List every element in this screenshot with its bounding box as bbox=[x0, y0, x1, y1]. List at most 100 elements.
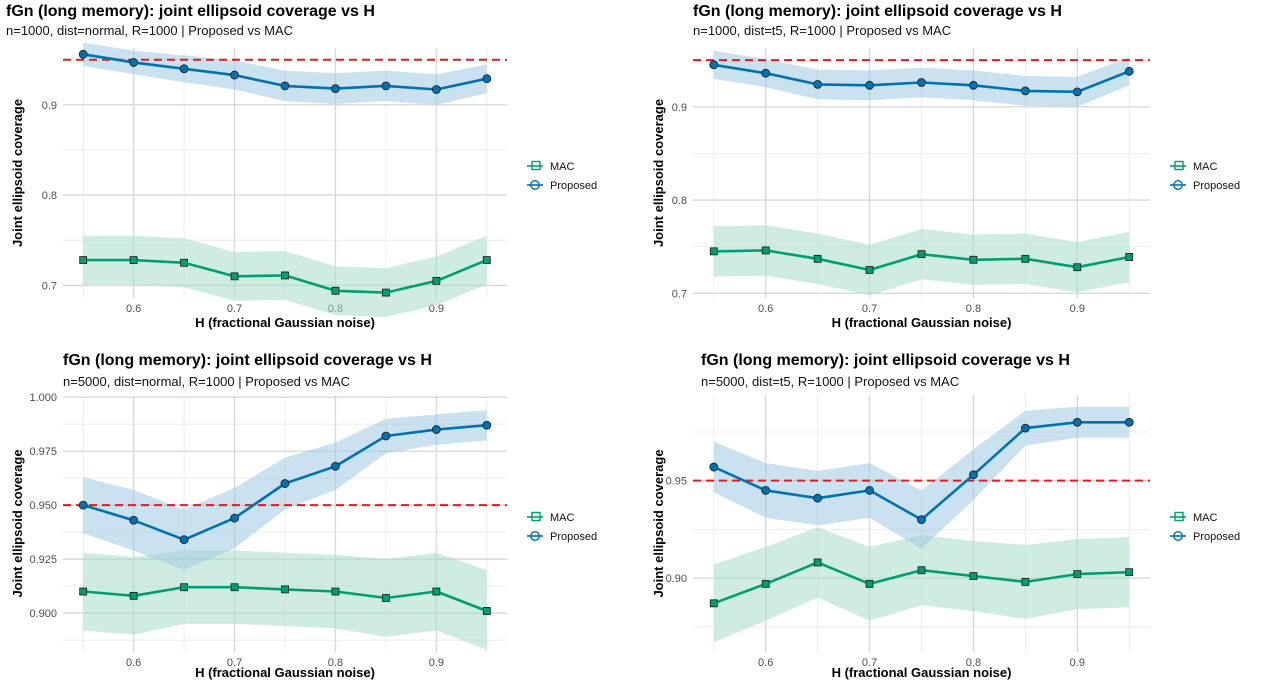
proposed-data-point bbox=[280, 479, 290, 488]
mac-data-point bbox=[1021, 254, 1030, 263]
x-tick-label: 0.8 bbox=[966, 303, 981, 315]
legend: MAC Proposed bbox=[1170, 160, 1240, 192]
mac-data-point bbox=[432, 587, 441, 596]
proposed-data-point bbox=[78, 49, 88, 59]
mac-data-point bbox=[482, 256, 491, 264]
legend-label: MAC bbox=[550, 161, 575, 173]
y-tick-label: 1.000 bbox=[29, 392, 57, 404]
proposed-data-point bbox=[482, 420, 492, 430]
y-tick-label: 0.8 bbox=[42, 190, 57, 202]
mac-data-point bbox=[382, 288, 390, 297]
x-tick-label: 0.7 bbox=[227, 303, 242, 315]
proposed-data-point bbox=[761, 486, 771, 495]
proposed-data-point bbox=[280, 81, 290, 91]
proposed-data-point bbox=[230, 70, 239, 80]
mac-data-point bbox=[1125, 568, 1134, 577]
proposed-data-point bbox=[1124, 417, 1134, 427]
mac-data-point bbox=[180, 583, 188, 592]
chart-panel-2: fGn (long memory): joint ellipsoid cover… bbox=[651, 3, 1240, 330]
y-tick-label: 0.8 bbox=[672, 195, 687, 207]
x-tick-label: 0.8 bbox=[328, 657, 343, 669]
proposed-legend-key-marker bbox=[530, 179, 541, 190]
legend-label: MAC bbox=[550, 512, 575, 524]
proposed-legend-key-marker bbox=[1172, 531, 1183, 542]
proposed-data-point bbox=[1072, 87, 1082, 97]
mac-data-point bbox=[79, 587, 88, 596]
mac-data-point bbox=[482, 607, 491, 615]
chart-subtitle: n=1000, dist=t5, R=1000 | Proposed vs MA… bbox=[693, 23, 951, 38]
mac-confidence-band bbox=[713, 225, 1130, 296]
y-axis-title: Joint ellipsoid coverage bbox=[10, 99, 25, 247]
legend-label: Proposed bbox=[1193, 531, 1240, 543]
mac-data-point bbox=[1021, 578, 1030, 586]
mac-data-point bbox=[281, 271, 289, 280]
mac-data-point bbox=[761, 246, 770, 255]
proposed-data-point bbox=[813, 79, 823, 89]
y-axis-title: Joint ellipsoid coverage bbox=[651, 449, 666, 597]
mac-data-point bbox=[129, 591, 138, 600]
chart-panel-4: fGn (long memory): joint ellipsoid cover… bbox=[651, 352, 1240, 680]
proposed-data-point bbox=[1124, 66, 1134, 76]
legend: MAC Proposed bbox=[1170, 511, 1240, 543]
x-axis-title: H (fractional Gaussian noise) bbox=[832, 315, 1012, 330]
mac-data-point bbox=[331, 587, 340, 596]
legend: MAC Proposed bbox=[527, 511, 597, 543]
mac-data-point bbox=[382, 594, 390, 602]
mac-data-point bbox=[230, 583, 239, 592]
mac-legend-key-marker bbox=[1174, 511, 1184, 522]
chart-subtitle: n=1000, dist=normal, R=1000 | Proposed v… bbox=[6, 23, 293, 38]
mac-data-point bbox=[709, 247, 718, 256]
x-tick-label: 0.6 bbox=[758, 657, 773, 669]
mac-data-point bbox=[969, 255, 978, 264]
proposed-data-point bbox=[431, 425, 441, 434]
proposed-data-point bbox=[431, 85, 441, 94]
y-tick-label: 0.95 bbox=[666, 476, 687, 488]
y-tick-label: 0.950 bbox=[29, 500, 57, 512]
x-tick-label: 0.6 bbox=[758, 303, 773, 315]
legend-label: MAC bbox=[1193, 161, 1218, 173]
legend: MAC Proposed bbox=[527, 160, 597, 192]
y-tick-label: 0.7 bbox=[42, 280, 57, 292]
mac-data-point bbox=[79, 256, 88, 264]
proposed-data-point bbox=[917, 515, 926, 525]
proposed-data-point bbox=[1020, 86, 1030, 96]
proposed-data-point bbox=[381, 431, 391, 441]
proposed-confidence-band bbox=[713, 406, 1130, 549]
proposed-data-point bbox=[381, 81, 391, 91]
proposed-data-point bbox=[179, 535, 189, 545]
mac-data-point bbox=[1073, 570, 1082, 579]
chart-panel-1: fGn (long memory): joint ellipsoid cover… bbox=[6, 3, 597, 330]
proposed-data-point bbox=[331, 461, 340, 471]
mac-data-point bbox=[281, 585, 289, 594]
proposed-data-point bbox=[482, 74, 492, 84]
y-tick-label: 0.90 bbox=[666, 573, 687, 585]
proposed-data-point bbox=[230, 513, 239, 523]
mac-data-point bbox=[331, 286, 340, 295]
legend-label: MAC bbox=[1193, 512, 1218, 524]
proposed-legend-key-marker bbox=[530, 531, 541, 542]
x-tick-label: 0.7 bbox=[862, 657, 877, 669]
mac-data-point bbox=[917, 250, 926, 259]
proposed-data-point bbox=[1072, 417, 1082, 427]
proposed-data-point bbox=[78, 500, 88, 510]
mac-confidence-band bbox=[713, 527, 1130, 643]
x-tick-label: 0.6 bbox=[126, 657, 141, 669]
proposed-data-point bbox=[709, 60, 719, 70]
x-tick-label: 0.9 bbox=[429, 657, 444, 669]
mac-data-point bbox=[129, 256, 138, 264]
mac-legend-key-marker bbox=[531, 160, 541, 171]
y-tick-label: 0.9 bbox=[42, 100, 57, 112]
mac-data-point bbox=[969, 572, 978, 580]
mac-data-point bbox=[180, 258, 188, 267]
x-tick-label: 0.8 bbox=[966, 657, 981, 669]
proposed-data-point bbox=[917, 78, 926, 87]
mac-confidence-band bbox=[83, 550, 487, 650]
legend-label: Proposed bbox=[550, 531, 597, 543]
proposed-data-point bbox=[813, 493, 823, 503]
mac-data-point bbox=[917, 566, 926, 575]
y-tick-label: 0.900 bbox=[29, 608, 57, 620]
proposed-legend-key-marker bbox=[1172, 179, 1183, 190]
x-tick-label: 0.9 bbox=[1070, 303, 1085, 315]
chart-subtitle: n=5000, dist=t5, R=1000 | Proposed vs MA… bbox=[701, 374, 959, 389]
